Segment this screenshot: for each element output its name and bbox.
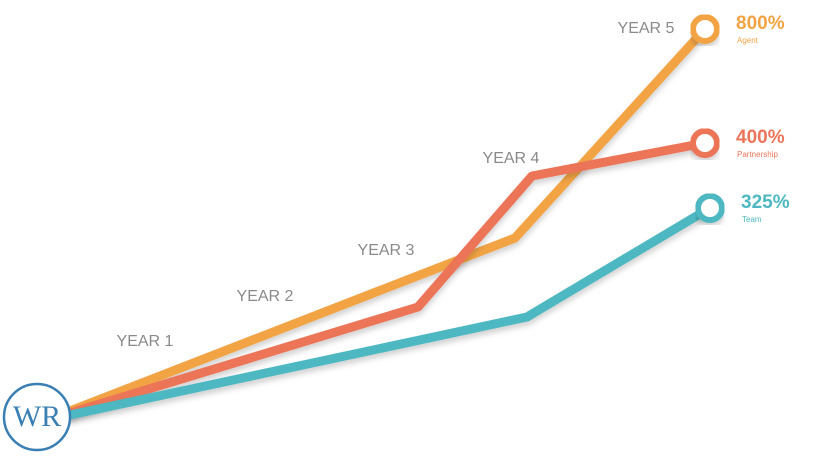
series-line xyxy=(65,203,715,420)
year-label: YEAR 1 xyxy=(117,333,174,350)
end-marker xyxy=(690,14,720,44)
logo: WR xyxy=(13,400,61,433)
series-name: Team xyxy=(742,215,762,224)
logo-ring xyxy=(2,382,72,452)
year-label: YEAR 3 xyxy=(358,242,415,259)
series-line xyxy=(65,138,710,418)
value-label: 800% xyxy=(736,13,785,34)
year-label: YEAR 2 xyxy=(237,288,294,305)
year-label: YEAR 5 xyxy=(618,20,675,37)
year-label: YEAR 4 xyxy=(483,150,540,167)
series-name: Agent xyxy=(737,36,759,45)
series-line xyxy=(65,24,710,416)
end-marker xyxy=(690,128,720,158)
value-label: 325% xyxy=(741,192,790,213)
value-label: 400% xyxy=(736,127,785,148)
series-name: Partnership xyxy=(737,150,778,159)
end-marker xyxy=(695,193,725,223)
